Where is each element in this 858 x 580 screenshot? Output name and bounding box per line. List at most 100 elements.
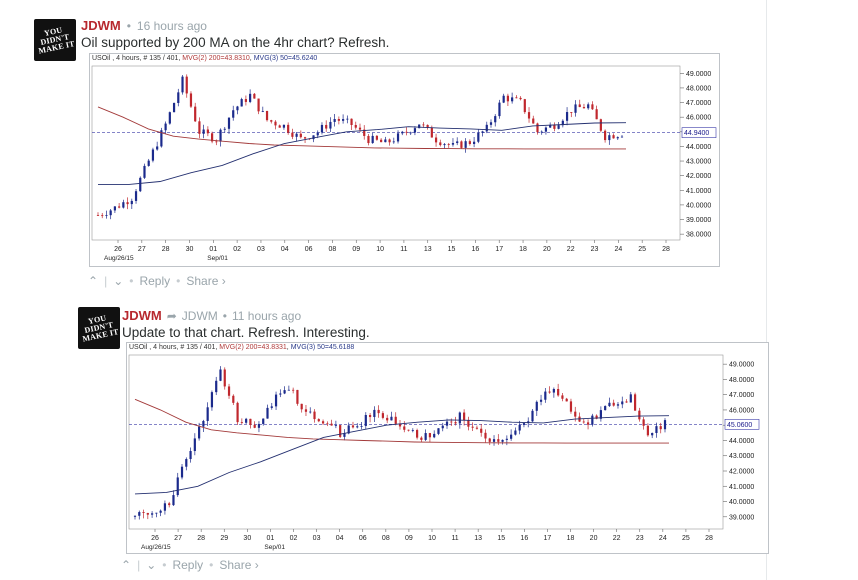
candle-body — [390, 416, 393, 421]
candle-body — [227, 117, 231, 129]
candle-body — [177, 92, 180, 103]
chart-legend: USOil , 4 hours, # 135 / 401, MVG(2) 200… — [129, 344, 354, 351]
reply-arrow-icon: ➦ — [166, 309, 177, 323]
y-tick-label: 38.0000 — [686, 232, 711, 239]
candle-body — [518, 424, 521, 431]
candle-body — [240, 422, 243, 423]
candle-body — [439, 142, 442, 146]
downvote-icon[interactable]: ⌄ — [113, 274, 124, 288]
candle-body — [403, 426, 406, 430]
reply-to-name[interactable]: JDWM — [181, 309, 218, 323]
candle-body — [215, 141, 218, 143]
upvote-icon[interactable]: ⌃ — [121, 558, 132, 572]
candle-body — [445, 421, 449, 426]
candle-body — [325, 124, 328, 129]
candle-body — [386, 417, 389, 421]
candle-body — [450, 421, 453, 423]
candle-body — [143, 165, 146, 178]
candle-body — [185, 76, 188, 94]
x-tick-label: 29 — [220, 535, 228, 542]
x-tick-label: 11 — [451, 535, 458, 542]
candle-body — [437, 428, 440, 434]
candle-body — [603, 130, 607, 141]
candle-body — [659, 426, 662, 430]
legend-ma50: MVG(3) 50=45.6188 — [290, 344, 355, 351]
candle-body — [424, 433, 427, 440]
candle-body — [150, 513, 154, 515]
x-tick-label: 25 — [682, 535, 690, 542]
candle-body — [317, 419, 320, 422]
candle-body — [497, 439, 500, 442]
ma200-line — [97, 106, 626, 150]
page-right-border — [766, 0, 767, 580]
price-chart: 49.000048.000047.000046.000045.000044.00… — [91, 65, 717, 262]
x-tick-label: 15 — [448, 246, 456, 253]
candle-body — [245, 418, 248, 423]
candle-body — [262, 418, 265, 424]
candle-body — [591, 104, 594, 110]
candle-body — [595, 415, 598, 419]
candle-body — [638, 410, 641, 420]
candle-body — [147, 160, 150, 166]
candle-body — [396, 133, 400, 142]
candle-body — [206, 129, 209, 134]
candle-body — [274, 121, 277, 126]
candle-body — [456, 141, 459, 144]
candle-body — [333, 119, 336, 122]
candle-body — [368, 415, 372, 418]
legend-symbol: USOil , 4 hours, # 135 / 401, — [92, 55, 183, 62]
candle-body — [133, 515, 137, 517]
candle-body — [181, 76, 184, 93]
avatar-logo-text: YOU DIDN'T MAKE IT — [81, 313, 120, 344]
y-tick-label: 42.0000 — [729, 469, 754, 476]
candle-body — [215, 380, 218, 393]
y-tick-label: 43.0000 — [729, 453, 754, 460]
x-tick-label: 26 — [114, 246, 122, 253]
author-name[interactable]: JDWM — [122, 308, 162, 323]
plot-frame — [91, 65, 681, 241]
x-sub-label: Aug/26/15 — [141, 544, 171, 551]
candle-body — [484, 432, 487, 439]
candle-body — [471, 426, 474, 428]
chart-image: USOil , 4 hours, # 135 / 401, MVG(2) 200… — [89, 53, 720, 267]
candle-body — [472, 141, 476, 144]
timestamp[interactable]: 16 hours ago — [136, 19, 207, 33]
reply-link[interactable]: Reply — [172, 558, 204, 572]
share-link[interactable]: Share › — [186, 274, 226, 288]
candle-body — [375, 135, 379, 140]
comment-header: JDWM ➦ JDWM • 11 hours ago — [122, 308, 301, 323]
candle-body — [274, 394, 278, 407]
author-name[interactable]: JDWM — [81, 18, 121, 33]
candle-body — [468, 141, 471, 144]
upvote-icon[interactable]: ⌃ — [88, 274, 99, 288]
downvote-icon[interactable]: ⌄ — [146, 558, 157, 572]
x-tick-label: 24 — [614, 246, 622, 253]
candle-body — [341, 119, 345, 121]
comment-text: Oil supported by 200 MA on the 4hr chart… — [81, 35, 390, 50]
candle-body — [236, 402, 239, 423]
candle-body — [101, 215, 104, 217]
bullet-separator: • — [162, 558, 167, 572]
candle-body — [454, 422, 457, 424]
candle-body — [138, 512, 141, 516]
avatar[interactable]: YOU DIDN'T MAKE IT — [34, 19, 76, 61]
candle-body — [519, 97, 522, 100]
candle-body — [347, 425, 350, 434]
candle-body — [156, 146, 159, 150]
timestamp[interactable]: 11 hours ago — [231, 309, 302, 323]
share-link[interactable]: Share › — [219, 558, 259, 572]
candle-body — [122, 202, 125, 208]
x-tick-label: 22 — [567, 246, 575, 253]
candle-body — [409, 132, 412, 134]
reply-link[interactable]: Reply — [139, 274, 171, 288]
candle-body — [612, 135, 615, 139]
candle-body — [282, 124, 286, 128]
avatar[interactable]: YOU DIDN'T MAKE IT — [78, 307, 120, 349]
comment-actions: ⌃ | ⌄ • Reply • Share › — [88, 274, 226, 288]
candle-body — [561, 395, 564, 399]
candle-body — [420, 437, 423, 440]
x-tick-label: 28 — [197, 535, 205, 542]
x-tick-label: 22 — [613, 535, 621, 542]
candle-body — [430, 127, 433, 138]
candle-body — [651, 432, 654, 436]
